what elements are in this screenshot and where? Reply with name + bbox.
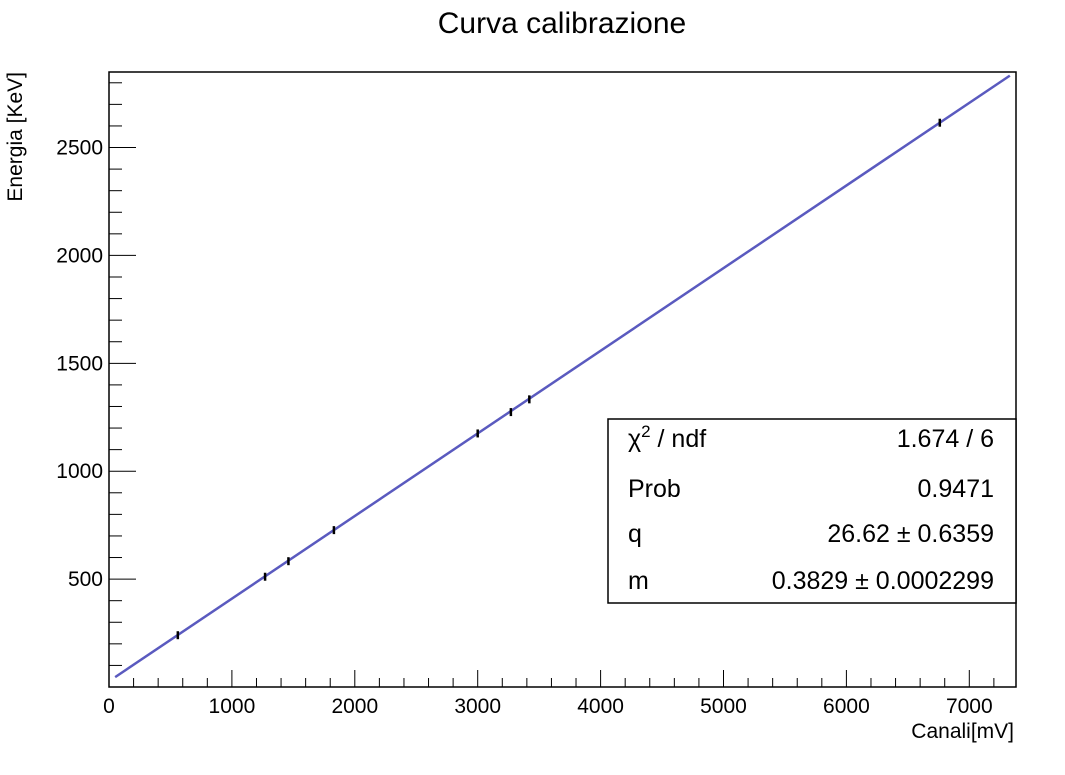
stats-label: Prob xyxy=(628,475,681,503)
x-tick-label: 6000 xyxy=(823,695,870,718)
stats-value: 1.674 / 6 xyxy=(897,425,994,453)
x-tick-label: 3000 xyxy=(454,695,501,718)
stats-label: χ2 / ndf xyxy=(628,422,706,453)
x-tick-label: 0 xyxy=(103,695,115,718)
x-axis-label: Canali[mV] xyxy=(911,720,1014,743)
stats-box-frame xyxy=(607,418,1017,604)
stats-value: 0.9471 xyxy=(918,475,994,503)
stats-box: χ2 / ndf 1.674 / 6 Prob 0.9471 q 26.62 ± 0.63… xyxy=(607,418,1017,604)
y-tick-label: 500 xyxy=(68,568,103,591)
x-tick-label: 4000 xyxy=(577,695,624,718)
y-axis-label: Energia [KeV] xyxy=(4,72,27,202)
plot-frame xyxy=(108,71,1017,688)
data-points xyxy=(176,118,942,640)
stats-value: 26.62 ± 0.6359 xyxy=(827,520,994,548)
x-axis: 0 1000 2000 3000 4000 5000 6000 7000 xyxy=(103,670,995,718)
y-tick-label: 2500 xyxy=(56,137,103,160)
stats-label: m xyxy=(628,567,649,595)
y-tick-label: 2000 xyxy=(56,244,103,267)
x-tick-label: 1000 xyxy=(209,695,256,718)
stats-value: 0.3829 ± 0.0002299 xyxy=(772,567,994,595)
stats-label: q xyxy=(628,520,642,548)
x-tick-label: 5000 xyxy=(700,695,747,718)
y-axis: 500 1000 1500 2000 2500 xyxy=(56,82,136,666)
chart-title: Curva calibrazione xyxy=(438,7,686,40)
y-tick-label: 1500 xyxy=(56,352,103,375)
y-tick-label: 1000 xyxy=(56,460,103,483)
x-tick-label: 2000 xyxy=(331,695,378,718)
stats-rows: χ2 / ndf 1.674 / 6 Prob 0.9471 q 26.62 ± 0.63… xyxy=(628,422,994,595)
x-tick-label: 7000 xyxy=(946,695,993,718)
